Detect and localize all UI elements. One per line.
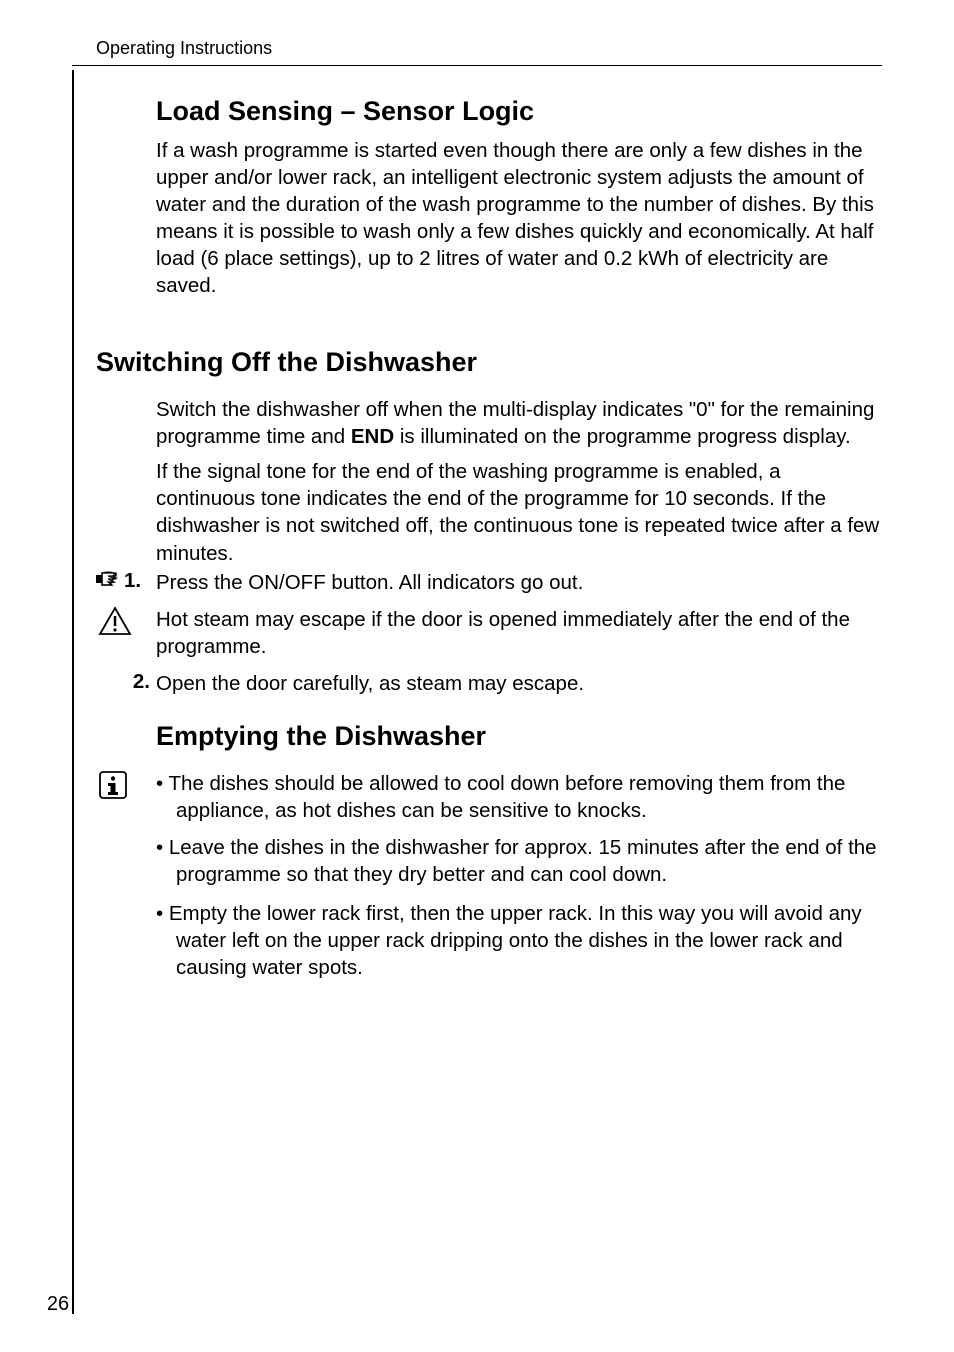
info-text: The dishes should be allowed to cool dow… xyxy=(156,770,882,824)
step-marker: 1. xyxy=(96,569,156,593)
warning-row: Hot steam may escape if the door is open… xyxy=(96,606,882,660)
step-marker: 2. xyxy=(96,670,156,694)
warning-text: Hot steam may escape if the door is open… xyxy=(156,606,882,660)
warning-icon-container xyxy=(96,606,156,636)
bullet-list: Leave the dishes in the dishwasher for a… xyxy=(156,834,882,981)
step-row: 2. Open the door carefully, as steam may… xyxy=(96,670,882,697)
hand-pointer-icon xyxy=(96,569,118,589)
vertical-rule xyxy=(72,70,74,1314)
page-container: Operating Instructions Load Sensing – Se… xyxy=(0,0,954,1352)
info-square-icon xyxy=(98,770,128,800)
section-heading-emptying: Emptying the Dishwasher xyxy=(156,721,882,752)
step-row: 1. Press the ON/OFF button. All indicato… xyxy=(96,569,882,596)
bullet-item: Leave the dishes in the dishwasher for a… xyxy=(156,834,882,888)
text-span: is illuminated on the programme progress… xyxy=(394,425,851,448)
warning-triangle-icon xyxy=(98,606,132,636)
info-icon-container xyxy=(96,770,156,800)
section-heading-switching-off: Switching Off the Dishwasher xyxy=(96,347,882,378)
paragraph: Switch the dishwasher off when the multi… xyxy=(156,396,882,450)
content-area: Load Sensing – Sensor Logic If a wash pr… xyxy=(96,66,882,981)
paragraph: If the signal tone for the end of the wa… xyxy=(156,458,882,566)
step-number: 2. xyxy=(133,670,150,694)
bold-text: END xyxy=(351,425,394,448)
bullet-item: The dishes should be allowed to cool dow… xyxy=(156,770,882,824)
step-text: Open the door carefully, as steam may es… xyxy=(156,670,882,697)
bullet-item: Empty the lower rack first, then the upp… xyxy=(156,900,882,981)
paragraph: If a wash programme is started even thou… xyxy=(156,137,882,299)
step-text: Press the ON/OFF button. All indicators … xyxy=(156,569,882,596)
page-number: 26 xyxy=(47,1293,69,1316)
info-row: The dishes should be allowed to cool dow… xyxy=(96,770,882,824)
running-head: Operating Instructions xyxy=(96,38,882,59)
section-heading-load-sensing: Load Sensing – Sensor Logic xyxy=(156,96,882,127)
step-number: 1. xyxy=(124,569,141,593)
